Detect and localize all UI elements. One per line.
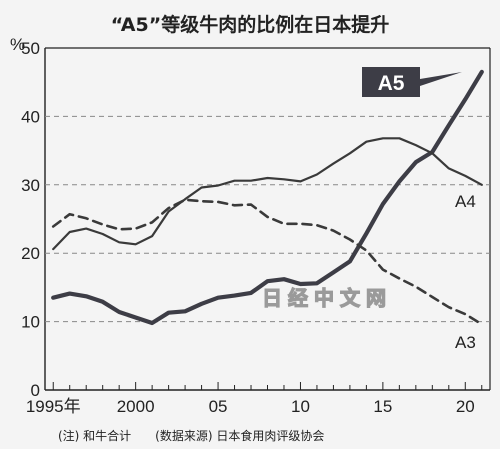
series-lines (51, 69, 484, 326)
x-tick-label: 05 (209, 397, 228, 416)
y-axis-unit: % (10, 35, 25, 54)
y-tick-label: 30 (21, 176, 40, 195)
a5-callout-box (362, 67, 462, 97)
chart-title: “A5”等级牛肉的比例在日本提升 (111, 13, 389, 36)
a5-callout: A5 (362, 67, 462, 97)
y-tick-label: 20 (21, 244, 40, 263)
x-tick-label: 15 (373, 397, 392, 416)
x-tick-label: 20 (456, 397, 475, 416)
series-line-a5 (51, 69, 484, 326)
a3-label: A3 (455, 333, 476, 352)
grid-lines (44, 47, 491, 391)
y-tick-label: 50 (21, 39, 40, 58)
series-line-a4 (52, 137, 483, 251)
y-tick-label: 0 (31, 381, 40, 400)
watermark: 日经中文网 (262, 286, 392, 310)
y-tick-label: 10 (21, 313, 40, 332)
x-tick-label: 1995年 (26, 397, 81, 416)
x-axis-ticks: 1995年 2000 05 10 15 20 (26, 382, 483, 416)
x-tick-label: 10 (291, 397, 310, 416)
series-line-a3 (51, 198, 484, 326)
y-axis-ticks: 0 10 20 30 40 50 (21, 39, 40, 400)
y-tick-label: 40 (21, 107, 40, 126)
a5-label: A5 (378, 72, 405, 95)
x-tick-label: 2000 (117, 397, 155, 416)
a4-label: A4 (455, 192, 476, 211)
chart-note: (注) 和牛合计 (数据来源) 日本食用肉评级协会 (58, 428, 324, 443)
